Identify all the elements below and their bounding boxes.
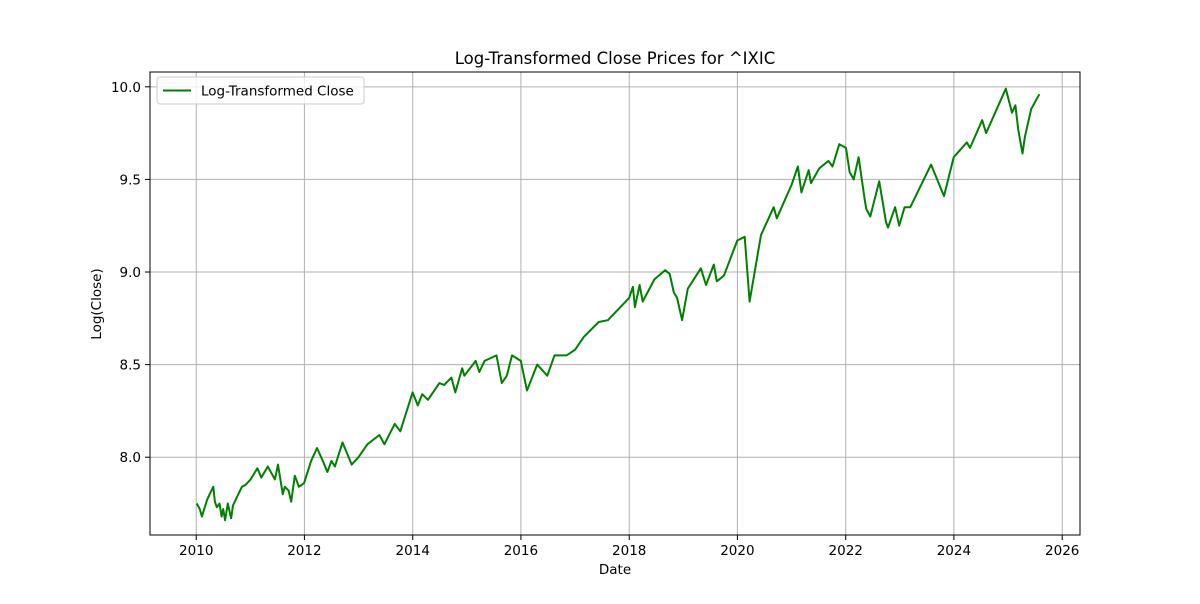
y-tick-label: 9.5 <box>120 172 141 188</box>
series-layer <box>195 87 1041 522</box>
axes-frame <box>149 71 1081 536</box>
ticks: 2010 2012 2014 2016 2018 2020 2022 2024 2026 8.0 8… <box>111 80 1079 559</box>
chart-title: Log-Transformed Close Prices for ^IXIC <box>455 49 775 68</box>
x-tick-label: 2018 <box>612 543 646 559</box>
x-tick-label: 2022 <box>829 543 863 559</box>
series-line-log-transformed-close <box>195 87 1041 522</box>
x-tick-label: 2012 <box>287 543 321 559</box>
x-tick-label: 2020 <box>720 543 754 559</box>
x-axis-label: Date <box>599 562 631 578</box>
x-tick-label: 2010 <box>179 543 213 559</box>
legend-box <box>156 76 365 105</box>
grid <box>150 72 1080 535</box>
y-axis-label: Log(Close) <box>89 268 105 339</box>
y-tick-label: 9.0 <box>120 265 141 281</box>
legend-label: Log-Transformed Close <box>201 84 354 100</box>
legend: Log-Transformed Close <box>156 76 365 105</box>
x-tick-label: 2024 <box>937 543 971 559</box>
x-tick-label: 2016 <box>504 543 538 559</box>
x-tick-label: 2026 <box>1045 543 1079 559</box>
y-tick-label: 8.0 <box>120 450 141 466</box>
x-tick-label: 2014 <box>396 543 430 559</box>
y-tick-label: 8.5 <box>120 358 141 374</box>
y-tick-label: 10.0 <box>111 80 141 96</box>
